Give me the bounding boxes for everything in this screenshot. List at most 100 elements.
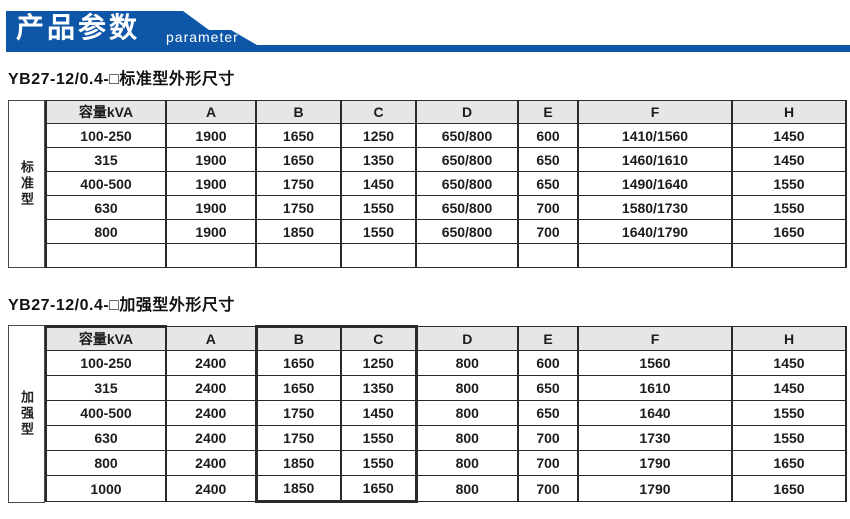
table-cell: 2400	[165, 475, 257, 502]
table-cell: 1350	[340, 375, 418, 401]
table-cell: 1650	[340, 475, 418, 503]
table-cell: 1450	[731, 147, 847, 172]
section1-title: YB27-12/0.4-□标准型外形尺寸	[8, 71, 235, 88]
table-cell	[340, 243, 417, 268]
table-row: 100-250 1900 1650 1250 650/800 600 1410/1560 14…	[45, 123, 847, 148]
column-header: B	[255, 100, 342, 124]
section1-table-area: 标准型 容量kVA A B C D E F H 100-250 1900 1650 1250 650/…	[8, 100, 847, 268]
table-cell: 1560	[577, 350, 733, 376]
table-row: 630 2400 1750 1550 800 700 1730 1550	[45, 425, 847, 451]
section1-side-label: 标准型	[19, 160, 34, 208]
table-cell: 1550	[340, 450, 418, 476]
table-cell: 1650	[731, 450, 847, 476]
table-cell: 2400	[165, 425, 257, 451]
table-cell: 1790	[577, 475, 733, 502]
table-cell: 1550	[340, 219, 417, 244]
table-cell: 315	[45, 147, 167, 172]
table-cell: 700	[517, 425, 579, 451]
table-row: 800 1900 1850 1550 650/800 700 1640/1790 1650	[45, 219, 847, 244]
table-cell: 1610	[577, 375, 733, 401]
table-cell: 700	[517, 450, 579, 476]
column-header: C	[340, 100, 417, 124]
reinforced-type-spec-table: 容量kVA A B C D E F H 100-250 2400 1650 1250 800 600 15…	[45, 325, 847, 503]
table-cell: 1350	[340, 147, 417, 172]
table-cell: 800	[415, 400, 519, 426]
table-cell: 1460/1610	[577, 147, 733, 172]
table-cell: 1650	[254, 350, 342, 376]
table-cell: 630	[45, 195, 167, 220]
table-cell	[731, 243, 847, 268]
standard-type-spec-table: 容量kVA A B C D E F H 100-250 1900 1650 1250 650/800 6…	[45, 100, 847, 268]
table-cell: 100-250	[45, 123, 167, 148]
column-header: H	[731, 326, 847, 351]
table-cell: 1550	[340, 425, 418, 451]
table-cell: 1250	[340, 123, 417, 148]
column-header: B	[254, 325, 342, 351]
column-header: F	[577, 326, 733, 351]
table-cell: 700	[517, 195, 579, 220]
column-header: 容量kVA	[45, 100, 167, 124]
table-cell: 1650	[255, 147, 342, 172]
section1-side-label-cell: 标准型	[8, 100, 45, 268]
section2-side-label: 加强型	[19, 390, 34, 438]
table-cell: 650	[517, 147, 579, 172]
table-cell: 1900	[165, 219, 257, 244]
table-cell: 1850	[255, 219, 342, 244]
table-cell: 1750	[255, 171, 342, 196]
column-header: 容量kVA	[45, 325, 167, 351]
table-row: 315 2400 1650 1350 800 650 1610 1450	[45, 375, 847, 401]
table-cell: 800	[415, 425, 519, 451]
table-cell: 1900	[165, 123, 257, 148]
table-cell: 800	[415, 475, 519, 502]
table-cell: 1900	[165, 195, 257, 220]
table-row: 630 1900 1750 1550 650/800 700 1580/1730 1550	[45, 195, 847, 220]
table-cell: 1490/1640	[577, 171, 733, 196]
column-header: A	[165, 326, 257, 351]
table-cell	[415, 243, 519, 268]
banner-title: 产品参数	[16, 12, 141, 43]
table-cell: 100-250	[45, 350, 167, 376]
table-cell: 1410/1560	[577, 123, 733, 148]
table-row: 800 2400 1850 1550 800 700 1790 1650	[45, 450, 847, 476]
table-cell: 1450	[340, 400, 418, 426]
table-cell: 650/800	[415, 123, 519, 148]
table-cell	[577, 243, 733, 268]
table-cell	[255, 243, 342, 268]
table-cell: 400-500	[45, 171, 167, 196]
table-cell: 2400	[165, 375, 257, 401]
column-header: E	[517, 100, 579, 124]
table-cell: 1550	[731, 400, 847, 426]
table-cell	[45, 243, 167, 268]
table-cell: 1550	[731, 425, 847, 451]
column-header: F	[577, 100, 733, 124]
table-cell: 700	[517, 219, 579, 244]
table-body: 100-250 1900 1650 1250 650/800 600 1410/1560 14…	[45, 123, 847, 268]
table-cell: 600	[517, 350, 579, 376]
column-header: D	[415, 326, 519, 351]
table-cell: 1850	[254, 475, 342, 503]
table-cell: 1640	[577, 400, 733, 426]
table-cell: 650	[517, 400, 579, 426]
table-cell: 800	[415, 450, 519, 476]
table-cell: 1250	[340, 350, 418, 376]
table-cell: 1450	[731, 350, 847, 376]
table-cell: 1650	[254, 375, 342, 401]
table-cell: 1450	[731, 123, 847, 148]
table-cell: 2400	[165, 400, 257, 426]
table-header-row: 容量kVA A B C D E F H	[45, 325, 847, 351]
section2-table-area: 加强型 容量kVA A B C D E F H 100-250 2400 1650 1250 800 6…	[8, 325, 847, 503]
column-header: A	[165, 100, 257, 124]
table-cell: 800	[45, 219, 167, 244]
table-row	[45, 243, 847, 268]
table-cell: 400-500	[45, 400, 167, 426]
table-cell: 650	[517, 375, 579, 401]
table-cell: 2400	[165, 350, 257, 376]
table-cell: 1450	[731, 375, 847, 401]
column-header: E	[517, 326, 579, 351]
table-cell: 1730	[577, 425, 733, 451]
table-cell: 1650	[731, 219, 847, 244]
table-row: 1000 2400 1850 1650 800 700 1790 1650	[45, 475, 847, 503]
table-cell: 1550	[731, 171, 847, 196]
table-cell: 650	[517, 171, 579, 196]
table-cell: 1550	[731, 195, 847, 220]
